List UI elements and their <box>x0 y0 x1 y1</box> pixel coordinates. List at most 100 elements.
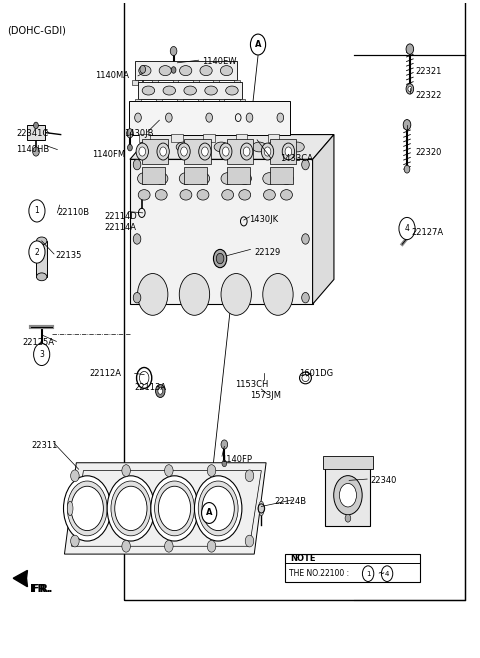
Ellipse shape <box>238 172 252 184</box>
Bar <box>138 82 242 99</box>
Text: 1140EW: 1140EW <box>202 57 237 66</box>
Circle shape <box>222 460 227 467</box>
Bar <box>177 99 182 104</box>
Text: 1153CH: 1153CH <box>235 380 269 389</box>
Circle shape <box>219 143 232 160</box>
Circle shape <box>111 481 151 536</box>
Text: (DOHC-GDI): (DOHC-GDI) <box>8 25 66 35</box>
Text: 22114D: 22114D <box>105 213 138 221</box>
Bar <box>219 99 224 104</box>
Bar <box>268 134 279 142</box>
Bar <box>236 134 247 142</box>
Ellipse shape <box>263 172 276 184</box>
Circle shape <box>115 486 147 530</box>
Circle shape <box>156 384 165 397</box>
Ellipse shape <box>142 86 155 95</box>
Bar <box>204 134 215 142</box>
Text: 1140HB: 1140HB <box>16 145 49 154</box>
Polygon shape <box>130 135 334 159</box>
Circle shape <box>243 147 250 156</box>
Circle shape <box>207 540 216 552</box>
Bar <box>270 166 293 184</box>
Circle shape <box>165 465 173 476</box>
Bar <box>184 139 211 164</box>
Ellipse shape <box>200 66 212 76</box>
Circle shape <box>128 144 132 151</box>
Circle shape <box>140 65 145 73</box>
Text: 22125A: 22125A <box>23 338 55 347</box>
Circle shape <box>246 113 253 122</box>
Ellipse shape <box>36 273 47 281</box>
Circle shape <box>127 129 133 138</box>
Circle shape <box>406 44 414 55</box>
Ellipse shape <box>197 190 209 200</box>
Circle shape <box>158 388 163 394</box>
Ellipse shape <box>138 142 153 152</box>
Circle shape <box>301 159 309 170</box>
Text: 22135: 22135 <box>55 251 81 261</box>
Circle shape <box>399 217 415 240</box>
Circle shape <box>202 503 217 523</box>
Text: 22311: 22311 <box>31 441 58 449</box>
Text: 22113A: 22113A <box>135 383 167 392</box>
Circle shape <box>282 143 295 160</box>
Ellipse shape <box>139 66 151 76</box>
Circle shape <box>408 86 412 91</box>
Circle shape <box>206 113 213 122</box>
Bar <box>124 0 466 599</box>
Bar <box>193 80 199 85</box>
Circle shape <box>178 143 190 160</box>
Circle shape <box>122 465 131 476</box>
Circle shape <box>165 540 173 552</box>
Polygon shape <box>13 570 27 587</box>
Text: 1140FM: 1140FM <box>92 149 125 159</box>
Circle shape <box>135 113 141 122</box>
Text: 22114A: 22114A <box>105 223 137 232</box>
Ellipse shape <box>180 190 192 200</box>
Text: 1140FP: 1140FP <box>221 455 252 464</box>
Circle shape <box>334 476 362 515</box>
Circle shape <box>136 143 148 160</box>
Bar <box>36 241 47 277</box>
Circle shape <box>157 143 169 160</box>
Circle shape <box>261 143 274 160</box>
Ellipse shape <box>259 501 264 516</box>
Ellipse shape <box>36 237 47 245</box>
Text: 22321: 22321 <box>416 66 442 76</box>
Bar <box>285 554 420 582</box>
Ellipse shape <box>176 142 191 152</box>
Circle shape <box>245 470 254 482</box>
Polygon shape <box>64 463 266 554</box>
Text: 22112A: 22112A <box>90 369 121 378</box>
Bar <box>184 166 207 184</box>
Polygon shape <box>312 135 334 304</box>
Circle shape <box>222 147 229 156</box>
Bar <box>323 456 373 469</box>
Circle shape <box>71 470 79 482</box>
Circle shape <box>166 113 172 122</box>
Circle shape <box>29 200 45 222</box>
Bar <box>135 61 237 80</box>
Text: NOTE: NOTE <box>290 554 315 563</box>
Circle shape <box>194 476 242 541</box>
Bar <box>139 134 150 142</box>
Bar <box>240 99 245 104</box>
Circle shape <box>133 159 141 170</box>
Circle shape <box>133 292 141 303</box>
Circle shape <box>202 147 208 156</box>
Ellipse shape <box>159 66 171 76</box>
Bar <box>132 80 137 85</box>
Circle shape <box>301 292 309 303</box>
Circle shape <box>139 147 145 156</box>
Text: 1601DG: 1601DG <box>300 369 334 378</box>
Circle shape <box>158 486 191 530</box>
Text: THE NO.22100 :: THE NO.22100 : <box>289 569 349 578</box>
Bar <box>173 80 179 85</box>
Text: 4: 4 <box>385 570 389 576</box>
Text: 1: 1 <box>366 570 371 576</box>
Ellipse shape <box>138 190 150 200</box>
Bar <box>325 457 371 526</box>
Circle shape <box>33 147 39 156</box>
Text: 3: 3 <box>39 350 44 359</box>
Ellipse shape <box>221 172 234 184</box>
